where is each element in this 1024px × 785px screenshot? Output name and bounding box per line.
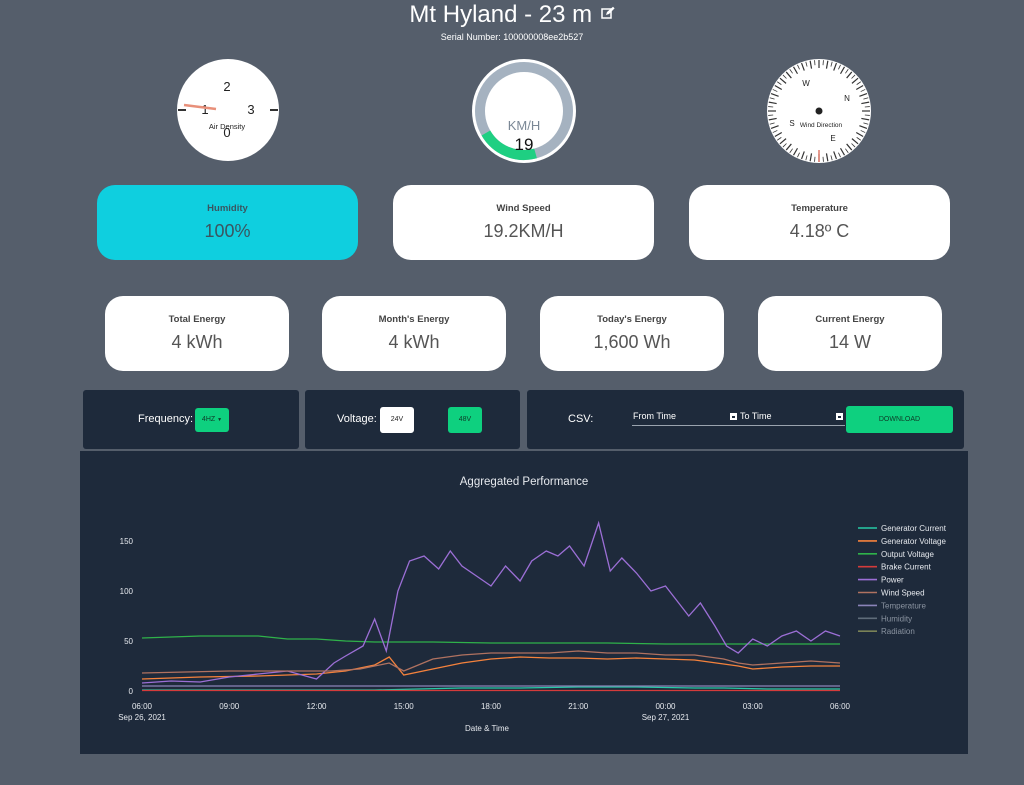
header: Mt Hyland - 23 m [0, 0, 1024, 30]
total-energy-card: Total Energy 4 kWh [105, 296, 289, 371]
temperature-label: Temperature [791, 203, 848, 214]
air-density-tick-2: 2 [223, 79, 230, 94]
air-density-label: Air Density [209, 122, 246, 131]
performance-chart: Aggregated Performance 0 50 100 150 06:00 Se… [80, 451, 968, 754]
current-energy-card: Current Energy 14 W [758, 296, 942, 371]
legend-label: Generator Current [881, 524, 947, 533]
legend-label: Radiation [881, 627, 915, 636]
y-tick-label: 100 [120, 587, 134, 596]
x-tick-date: Sep 26, 2021 [118, 713, 166, 722]
y-tick-label: 0 [129, 687, 134, 696]
frequency-panel: Frequency: 4HZ ▼ [83, 390, 299, 449]
series-line-generator-current [142, 686, 840, 691]
legend-label: Humidity [881, 614, 912, 623]
y-tick-label: 50 [124, 637, 133, 646]
month-energy-label: Month's Energy [378, 314, 450, 325]
wind-direction-label: Wind Direction [800, 122, 843, 129]
serial-number: Serial Number: 100000008ee2b527 [440, 32, 584, 42]
legend-label: Output Voltage [881, 550, 934, 559]
current-energy-label: Current Energy [815, 314, 885, 325]
x-tick-label: 15:00 [394, 702, 415, 711]
wind-direction-compass: W N S E Wind Direction [766, 58, 872, 164]
voltage-panel: Voltage: 24V 48V [305, 390, 520, 449]
legend-label: Wind Speed [881, 589, 925, 598]
from-time-field[interactable]: From Time [632, 410, 740, 426]
month-energy-card: Month's Energy 4 kWh [322, 296, 506, 371]
x-tick-label: 12:00 [306, 702, 327, 711]
legend-label: Power [881, 576, 904, 585]
x-tick-label: 21:00 [568, 702, 589, 711]
frequency-selected: 4HZ [201, 416, 216, 423]
page-title: Mt Hyland - 23 m [409, 1, 593, 28]
x-tick-label: 09:00 [219, 702, 240, 711]
wind-speed-card: Wind Speed 19.2KM/H [393, 185, 654, 260]
to-time-field[interactable]: To Time [740, 410, 845, 426]
wind-speed-card-value: 19.2KM/H [483, 221, 564, 241]
x-tick-date: Sep 27, 2021 [642, 713, 690, 722]
chart-title: Aggregated Performance [460, 476, 589, 488]
air-density-needle [183, 103, 217, 111]
x-tick-label: 06:00 [132, 702, 153, 711]
humidity-value: 100% [204, 221, 251, 241]
x-tick-label: 00:00 [655, 702, 676, 711]
x-tick-label: 03:00 [743, 702, 764, 711]
air-density-tick-0: 0 [223, 125, 230, 140]
wind-speed-label: Wind Speed [496, 203, 551, 214]
total-energy-value: 4 kWh [171, 332, 223, 352]
current-energy-value: 14 W [828, 332, 871, 352]
chevron-down-icon: ▼ [217, 417, 223, 423]
series-line-wind-speed [141, 650, 841, 674]
total-energy-label: Total Energy [168, 314, 226, 325]
today-energy-card: Today's Energy 1,600 Wh [540, 296, 724, 371]
chart-canvas: Aggregated Performance 0 50 100 150 06:00 Se… [118, 476, 947, 733]
x-tick-label: 06:00 [830, 702, 851, 711]
series-line-power [141, 520, 841, 684]
air-density-tick-3: 3 [247, 102, 254, 117]
humidity-label: Humidity [207, 203, 248, 214]
calendar-icon[interactable] [730, 413, 737, 420]
chart-xlabel: Date & Time [465, 724, 510, 733]
voltage-24v-button[interactable]: 24V [380, 407, 414, 433]
voltage-48v-button[interactable]: 48V [448, 407, 482, 433]
frequency-dropdown[interactable]: 4HZ ▼ [195, 408, 229, 432]
wind-speed-unit: KM/H [508, 118, 541, 133]
compass-east: E [830, 134, 835, 143]
series-line-output-voltage [141, 635, 840, 645]
temperature-value: 4.18º C [789, 221, 850, 241]
wind-speed-value: 19 [515, 135, 534, 154]
air-density-gauge: 2 3 1 0 Air Density [176, 58, 280, 162]
voltage-label: Voltage: [337, 413, 377, 425]
air-density-tick-1: 1 [201, 102, 208, 117]
csv-label: CSV: [568, 413, 594, 425]
x-tick-label: 18:00 [481, 702, 502, 711]
csv-panel: CSV: From Time To Time DOWNLOAD [527, 390, 964, 449]
legend-label: Temperature [881, 601, 926, 610]
wind-speed-fill [481, 130, 537, 160]
frequency-label: Frequency: [138, 413, 194, 425]
series-line-generator-voltage [141, 656, 840, 680]
wind-speed-gauge: KM/H 19 [471, 58, 577, 164]
temperature-card: Temperature 4.18º C [689, 185, 950, 260]
legend-label: Brake Current [881, 563, 932, 572]
today-energy-value: 1,600 Wh [593, 332, 671, 352]
compass-south: S [789, 119, 794, 128]
humidity-card: Humidity 100% [97, 185, 358, 260]
legend-label: Generator Voltage [881, 537, 946, 546]
compass-north: N [844, 94, 850, 103]
from-time-label: From Time [633, 411, 677, 421]
compass-west: W [802, 79, 810, 88]
to-time-label: To Time [740, 411, 772, 421]
download-button[interactable]: DOWNLOAD [846, 406, 953, 433]
edit-icon[interactable] [600, 6, 615, 25]
y-tick-label: 150 [120, 537, 134, 546]
month-energy-value: 4 kWh [388, 332, 440, 352]
calendar-icon[interactable] [836, 413, 843, 420]
today-energy-label: Today's Energy [597, 314, 667, 325]
